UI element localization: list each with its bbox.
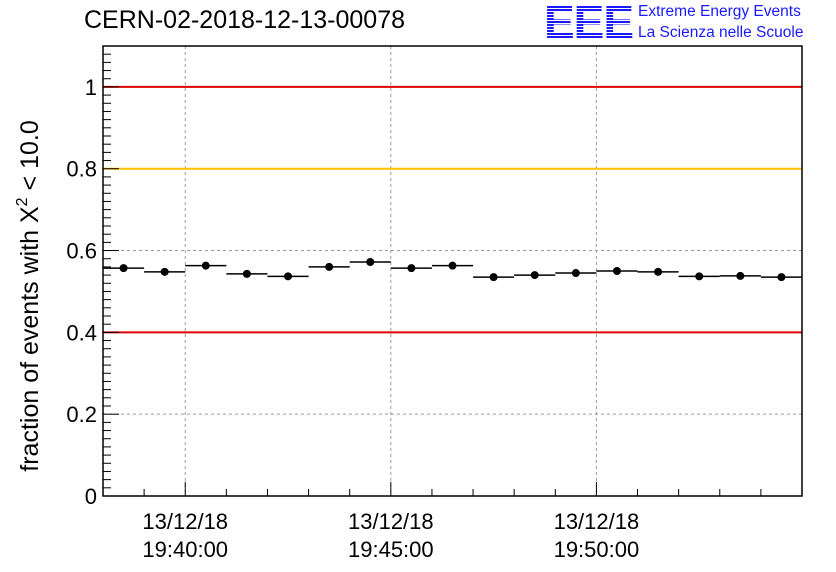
- y-axis: 0 0.2 0.4 0.6 0.8 1: [66, 45, 119, 509]
- data-point: [407, 264, 416, 273]
- x-tick-date-label: 13/12/18: [348, 509, 434, 534]
- reference-lines: [103, 85, 802, 334]
- data-point: [448, 261, 457, 270]
- data-point: [366, 258, 375, 266]
- x-axis: 13/12/18 19:40:00 13/12/18 19:45:00 13/12/18…: [102, 482, 803, 562]
- plot-frame: [102, 45, 803, 497]
- data-points: [103, 258, 802, 282]
- data-point: [612, 267, 621, 275]
- y-tick-label: 0.4: [66, 320, 97, 345]
- data-point: [325, 262, 334, 271]
- chart-grid: [103, 46, 802, 496]
- x-tick-time-label: 19:50:00: [554, 537, 640, 562]
- data-point: [736, 271, 745, 280]
- x-tick-date-label: 13/12/18: [142, 509, 228, 534]
- data-point: [119, 264, 128, 273]
- data-point: [284, 272, 293, 281]
- eee-logo-icon: EEE: [544, 0, 634, 44]
- data-point: [530, 271, 539, 280]
- logo-caption-line1: Extreme Energy Events: [638, 3, 801, 20]
- data-point: [777, 273, 786, 282]
- data-point: [160, 267, 169, 276]
- chart-title: CERN-02-2018-12-13-00078: [84, 6, 406, 34]
- y-tick-label: 0.2: [66, 402, 97, 427]
- x-tick-time-label: 19:45:00: [348, 537, 434, 562]
- logo-letters: EEE: [544, 0, 633, 44]
- y-tick-label: 0: [85, 484, 97, 509]
- data-point: [654, 267, 663, 276]
- data-point: [489, 273, 498, 282]
- y-tick-label: 1: [85, 75, 97, 100]
- data-point: [571, 269, 580, 278]
- data-point: [201, 261, 210, 270]
- x-tick-time-label: 19:40:00: [142, 537, 228, 562]
- x-tick-date-label: 13/12/18: [554, 509, 640, 534]
- logo-caption-line2: La Scienza nelle Scuole: [638, 24, 804, 41]
- data-point: [695, 272, 704, 281]
- y-axis-label: fraction of events with X2 < 10.0: [14, 120, 44, 471]
- data-point: [242, 269, 251, 278]
- y-tick-label: 0.6: [66, 239, 97, 264]
- logo-caption: Extreme Energy Events La Scienza nelle S…: [638, 1, 803, 43]
- y-tick-label: 0.8: [66, 157, 97, 182]
